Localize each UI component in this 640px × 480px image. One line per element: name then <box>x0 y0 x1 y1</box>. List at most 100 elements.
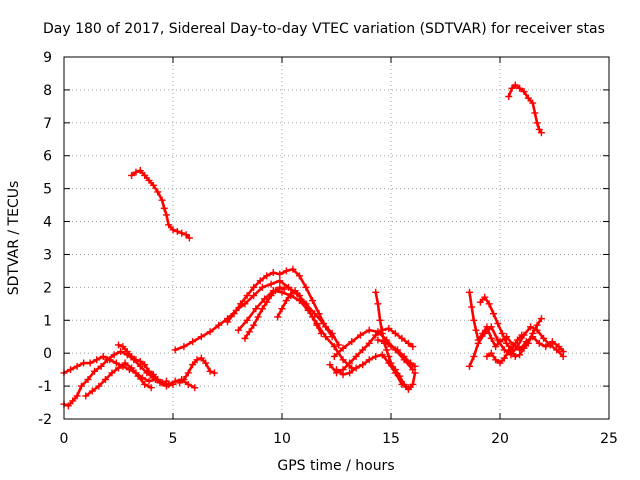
data-point <box>330 343 338 351</box>
data-point <box>505 92 513 100</box>
data-point <box>339 371 347 379</box>
y-tick-label: 7 <box>43 116 52 132</box>
data-point <box>121 359 129 367</box>
x-tick-label: 0 <box>60 431 69 447</box>
data-point <box>132 168 140 176</box>
data-point <box>529 99 537 107</box>
data-point <box>197 333 205 341</box>
data-point <box>202 359 210 367</box>
data-point <box>472 326 480 334</box>
chart-title: Day 180 of 2017, Sidereal Day-to-day VTE… <box>43 21 605 37</box>
data-point <box>400 380 408 388</box>
series-high-arc-2 <box>505 81 545 137</box>
data-point <box>500 346 508 354</box>
data-point <box>88 387 96 395</box>
data-point <box>407 359 415 367</box>
data-point <box>356 331 364 339</box>
data-point <box>535 339 543 347</box>
data-point <box>154 188 162 196</box>
data-point <box>91 367 99 375</box>
data-point <box>184 369 192 377</box>
data-point <box>333 366 340 374</box>
plot-frame <box>63 56 610 420</box>
y-tick-label: -2 <box>38 412 52 428</box>
data-point <box>82 392 90 400</box>
data-point <box>374 328 382 336</box>
data-point <box>245 328 253 336</box>
data-point <box>69 397 77 405</box>
data-point <box>376 316 384 324</box>
data-point <box>559 352 567 360</box>
data-point <box>145 176 153 184</box>
data-point <box>77 382 85 390</box>
data-point <box>276 270 284 278</box>
data-point <box>274 313 282 321</box>
data-point <box>533 321 541 329</box>
data-point <box>304 305 312 313</box>
y-tick-label: 2 <box>43 280 52 296</box>
data-point <box>234 326 242 334</box>
data-point <box>295 272 303 280</box>
data-point <box>224 318 231 326</box>
data-point <box>165 221 173 229</box>
data-point <box>470 352 478 360</box>
data-point <box>136 167 144 175</box>
x-tick-label: 15 <box>382 431 400 447</box>
y-tick-label: 3 <box>43 247 52 263</box>
data-point <box>243 316 251 324</box>
data-point <box>180 376 188 384</box>
data-point <box>282 297 290 305</box>
data-point <box>178 229 186 237</box>
data-point <box>278 305 286 313</box>
y-tick-label: -1 <box>38 379 52 395</box>
data-point <box>372 352 380 360</box>
series-trace <box>173 279 340 352</box>
data-point <box>520 344 528 352</box>
data-point <box>169 226 177 234</box>
data-point <box>346 369 354 377</box>
data-point <box>267 292 275 300</box>
data-point <box>160 204 168 212</box>
data-point <box>474 339 482 347</box>
data-point <box>73 392 81 400</box>
data-point <box>485 300 493 308</box>
data-point <box>339 356 347 364</box>
data-point <box>391 366 399 374</box>
data-point <box>258 305 266 313</box>
data-point <box>411 362 419 370</box>
data-point <box>271 287 279 295</box>
data-point <box>162 211 170 219</box>
data-point <box>346 359 354 367</box>
x-tick-labels: 0 5 10 15 20 25 <box>60 431 618 447</box>
data-point <box>97 362 105 370</box>
data-point <box>295 292 303 300</box>
y-tick-label: 8 <box>43 83 52 99</box>
data-point <box>108 369 116 377</box>
data-point <box>352 352 360 360</box>
data-point <box>162 377 170 385</box>
series-arc-s <box>483 331 526 367</box>
data-point <box>498 329 506 337</box>
data-point <box>191 384 199 392</box>
data-point <box>524 339 532 347</box>
data-point <box>158 379 166 387</box>
data-point <box>309 313 317 321</box>
data-point <box>524 94 532 102</box>
data-point <box>322 323 330 331</box>
data-point <box>520 88 528 96</box>
data-point <box>180 343 188 351</box>
data-point <box>328 333 336 341</box>
data-point <box>396 372 404 380</box>
data-point <box>134 372 142 380</box>
series-trace <box>237 289 354 370</box>
y-axis-title: SDTVAR / TECUs <box>6 181 22 296</box>
data-point <box>365 326 373 334</box>
data-point <box>101 376 109 384</box>
data-point <box>378 351 386 359</box>
series-trace <box>333 328 415 371</box>
data-point <box>263 298 271 306</box>
series-arc-d <box>115 341 170 387</box>
data-point <box>141 171 149 179</box>
data-point <box>518 331 526 339</box>
